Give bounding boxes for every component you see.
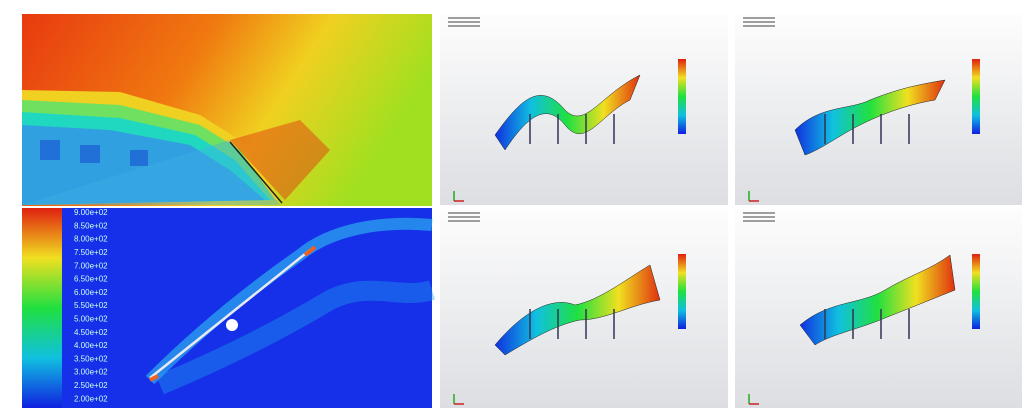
- colorbar-label: 7.00e+02: [74, 261, 108, 270]
- panels: [440, 14, 1022, 408]
- colorbar-label: 7.50e+02: [74, 248, 108, 257]
- surface: [794, 79, 946, 156]
- legend-bar: [972, 254, 980, 329]
- colorbar-label: 6.00e+02: [74, 288, 108, 297]
- colorbar-label: 2.50e+02: [74, 381, 108, 390]
- legend-bar: [972, 59, 980, 134]
- colorbar-label: 4.50e+02: [74, 328, 108, 337]
- surface: [494, 264, 661, 356]
- surface: [494, 74, 641, 151]
- colorbar-label: 8.50e+02: [74, 221, 108, 230]
- colorbar-label: 3.00e+02: [74, 368, 108, 377]
- colorbar-label: 4.00e+02: [74, 341, 108, 350]
- surface: [799, 254, 956, 346]
- legend-bar: [678, 59, 686, 134]
- legend-bar: [678, 254, 686, 329]
- colorbar-label: 8.00e+02: [74, 235, 108, 244]
- contour-plot: [22, 14, 432, 206]
- colorbar-label: 5.00e+02: [74, 315, 108, 324]
- colorbar-label: 6.50e+02: [74, 275, 108, 284]
- colorbar-label: 5.50e+02: [74, 301, 108, 310]
- colorbar-label: 2.00e+02: [74, 394, 108, 403]
- colorbar-label: 3.50e+02: [74, 354, 108, 363]
- colorbar-label: 9.00e+02: [74, 208, 108, 217]
- velocity-plot: 9.00e+02 8.50e+02 8.00e+02 7.50e+02 7.00e+02…: [22, 208, 435, 408]
